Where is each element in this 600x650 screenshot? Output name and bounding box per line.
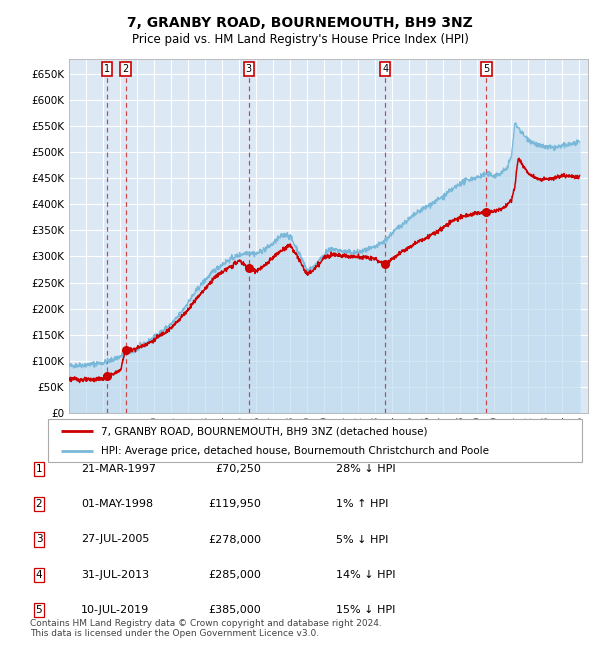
Text: 2: 2 (35, 499, 43, 510)
Text: 1: 1 (35, 464, 43, 474)
Text: 5: 5 (483, 64, 490, 74)
Text: 7, GRANBY ROAD, BOURNEMOUTH, BH9 3NZ: 7, GRANBY ROAD, BOURNEMOUTH, BH9 3NZ (127, 16, 473, 31)
Text: 01-MAY-1998: 01-MAY-1998 (81, 499, 153, 510)
Text: 28% ↓ HPI: 28% ↓ HPI (336, 464, 395, 474)
Text: 1% ↑ HPI: 1% ↑ HPI (336, 499, 388, 510)
Text: £119,950: £119,950 (208, 499, 261, 510)
Text: 2: 2 (122, 64, 129, 74)
Text: £385,000: £385,000 (208, 604, 261, 615)
Text: £285,000: £285,000 (208, 569, 261, 580)
Text: 3: 3 (246, 64, 252, 74)
Text: 4: 4 (382, 64, 388, 74)
Text: Price paid vs. HM Land Registry's House Price Index (HPI): Price paid vs. HM Land Registry's House … (131, 32, 469, 46)
Text: This data is licensed under the Open Government Licence v3.0.: This data is licensed under the Open Gov… (30, 629, 319, 638)
Text: 27-JUL-2005: 27-JUL-2005 (81, 534, 149, 545)
Text: 5% ↓ HPI: 5% ↓ HPI (336, 534, 388, 545)
FancyBboxPatch shape (48, 419, 582, 461)
Text: £70,250: £70,250 (215, 464, 261, 474)
Text: 7, GRANBY ROAD, BOURNEMOUTH, BH9 3NZ (detached house): 7, GRANBY ROAD, BOURNEMOUTH, BH9 3NZ (de… (101, 426, 428, 436)
Text: 21-MAR-1997: 21-MAR-1997 (81, 464, 156, 474)
Text: Contains HM Land Registry data © Crown copyright and database right 2024.: Contains HM Land Registry data © Crown c… (30, 619, 382, 628)
Text: HPI: Average price, detached house, Bournemouth Christchurch and Poole: HPI: Average price, detached house, Bour… (101, 446, 490, 456)
Text: 5: 5 (35, 604, 43, 615)
Text: 3: 3 (35, 534, 43, 545)
Text: 31-JUL-2013: 31-JUL-2013 (81, 569, 149, 580)
Text: 14% ↓ HPI: 14% ↓ HPI (336, 569, 395, 580)
Text: 15% ↓ HPI: 15% ↓ HPI (336, 604, 395, 615)
Text: 10-JUL-2019: 10-JUL-2019 (81, 604, 149, 615)
Text: £278,000: £278,000 (208, 534, 261, 545)
Text: 4: 4 (35, 569, 43, 580)
Text: 1: 1 (104, 64, 110, 74)
